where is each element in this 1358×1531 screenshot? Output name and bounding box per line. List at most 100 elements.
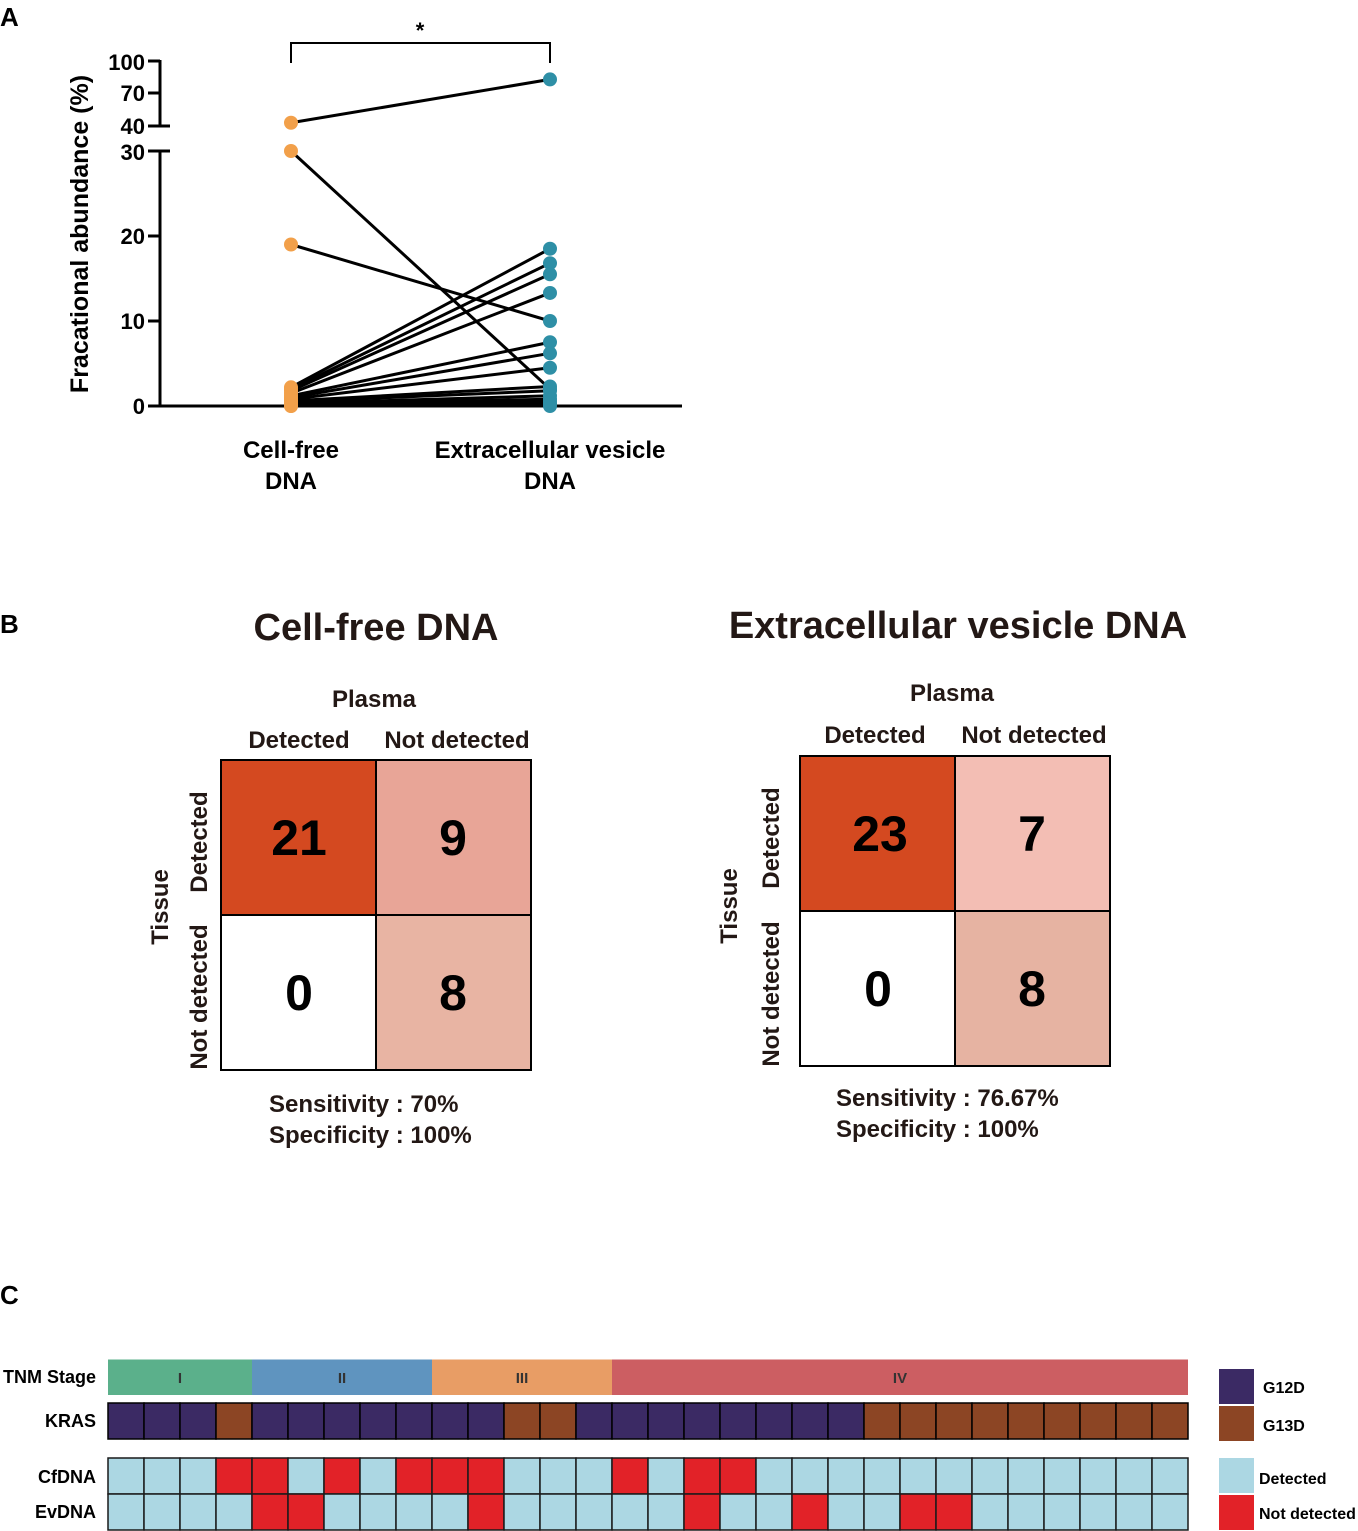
- stage-block-III: [432, 1359, 612, 1395]
- evdna-cell-26: [1043, 1493, 1081, 1531]
- evdna-cell-2: [179, 1493, 217, 1531]
- panel-b-label: B: [0, 609, 19, 639]
- cfdna-cell-7: [359, 1457, 397, 1495]
- row-label-tnm-stage: TNM Stage: [3, 1367, 96, 1387]
- cfdna-cell-2: [179, 1457, 217, 1495]
- kras-cell-9: [431, 1402, 469, 1440]
- pair-line-5: [290, 272, 551, 393]
- row-label-not-detected: Not detected: [186, 924, 213, 1069]
- cell-value: 21: [271, 810, 327, 866]
- kras-cell-25: [1007, 1402, 1045, 1440]
- legend-label-detected: Detected: [1259, 1471, 1327, 1488]
- cfdna-cell-23: [935, 1457, 973, 1495]
- cfdna-point-1: [284, 144, 298, 158]
- evdna-cell-9: [431, 1493, 469, 1531]
- cell-tissue-det-plasma-det: [220, 759, 377, 916]
- kras-cell-8: [395, 1402, 433, 1440]
- cell-value: 9: [439, 810, 467, 866]
- cfdna-cell-27: [1079, 1457, 1117, 1495]
- panel-a-label: A: [0, 2, 19, 32]
- stage-label-II: II: [338, 1370, 346, 1387]
- evdna-cell-15: [647, 1493, 685, 1531]
- x-label-cfdna-line2: DNA: [265, 468, 317, 495]
- significance-marker: *: [416, 18, 425, 43]
- cell-value: 8: [1018, 961, 1046, 1017]
- legend-swatch-not-detected: [1219, 1495, 1254, 1530]
- stage-track: I II III IV: [108, 1358, 1188, 1395]
- cfdna-cell-17: [719, 1457, 757, 1495]
- cell-tissue-not-plasma-det: [220, 914, 377, 1071]
- evdna-cell-3: [215, 1493, 253, 1531]
- cell-tissue-det-plasma-not: [954, 755, 1111, 912]
- evdna-cell-29: [1151, 1493, 1189, 1531]
- pair-line-11: [290, 389, 551, 404]
- cfdna-cell-22: [899, 1457, 937, 1495]
- cell-values: 23 7 0 8: [852, 806, 1046, 1017]
- cfdna-track: [107, 1457, 1189, 1495]
- kras-cell-16: [683, 1402, 721, 1440]
- cfdna-cell-19: [791, 1457, 829, 1495]
- kras-cell-3: [215, 1402, 253, 1440]
- cfdna-cell-14: [611, 1457, 649, 1495]
- kras-track: [107, 1402, 1189, 1440]
- plasma-label: Plasma: [910, 680, 995, 707]
- evdna-cell-27: [1079, 1493, 1117, 1531]
- matrix-title: Extracellular vesicle DNA: [729, 605, 1187, 647]
- cfdna-cell-15: [647, 1457, 685, 1495]
- evdna-point-8: [543, 346, 557, 361]
- stage-label-I: I: [178, 1370, 182, 1387]
- evdna-point-16: [543, 399, 557, 413]
- evdna-cell-16: [683, 1493, 721, 1531]
- x-label-evdna-line2: DNA: [524, 468, 576, 495]
- legend-swatch-g12d: [1219, 1369, 1254, 1404]
- cfdna-cell-5: [287, 1457, 325, 1495]
- legend-swatch-detected: [1219, 1458, 1254, 1493]
- evdna-cell-22: [899, 1493, 937, 1531]
- evdna-cell-18: [755, 1493, 793, 1531]
- kras-cell-23: [935, 1402, 973, 1440]
- kras-cell-29: [1151, 1402, 1189, 1440]
- x-category-labels: Cell-free DNA Extracellular vesicle DNA: [243, 437, 665, 495]
- cell-tissue-not-plasma-not: [375, 914, 532, 1071]
- significance-bracket: [290, 42, 551, 63]
- cfdna-cell-29: [1151, 1457, 1189, 1495]
- data-points: [284, 72, 557, 413]
- x-label-evdna-line1: Extracellular vesicle: [435, 437, 666, 464]
- pair-line-0: [290, 77, 551, 125]
- evdna-point-9: [543, 360, 557, 375]
- row-label-not-detected: Not detected: [758, 921, 785, 1066]
- y-ticks: [148, 59, 170, 408]
- panel-c-label: C: [0, 1280, 19, 1310]
- cfdna-cell-18: [755, 1457, 793, 1495]
- y-tick-label-0: 0: [133, 394, 145, 419]
- evdna-cell-20: [827, 1493, 865, 1531]
- evdna-cell-14: [611, 1493, 649, 1531]
- matrix-title: Cell-free DNA: [254, 607, 499, 649]
- cfdna-cell-16: [683, 1457, 721, 1495]
- kras-cell-19: [791, 1402, 829, 1440]
- kras-cell-2: [179, 1402, 217, 1440]
- evdna-point-2: [543, 314, 557, 328]
- stage-label-IV: IV: [893, 1370, 907, 1387]
- cfdna-point-0: [284, 115, 298, 130]
- cfdna-cell-6: [323, 1457, 361, 1495]
- evdna-cell-7: [359, 1493, 397, 1531]
- row-labels: TNM Stage KRAS CfDNA EvDNA: [3, 1367, 96, 1522]
- col-label-not-detected: Not detected: [384, 727, 529, 754]
- row-label-cfdna: CfDNA: [38, 1467, 96, 1487]
- matrix-evdna: Extracellular vesicle DNA Plasma Detecte…: [716, 605, 1187, 1143]
- cfdna-cell-21: [863, 1457, 901, 1495]
- row-label-detected: Detected: [186, 791, 213, 892]
- cfdna-cell-28: [1115, 1457, 1153, 1495]
- panel-a: A * 0 10 20 30 40 70 100 Fracational: [0, 2, 682, 495]
- specificity-text: Specificity : 100%: [836, 1116, 1039, 1143]
- evdna-cell-11: [503, 1493, 541, 1531]
- y-tick-label-100: 100: [108, 50, 145, 75]
- cfdna-cell-11: [503, 1457, 541, 1495]
- pair-line-9: [290, 366, 551, 401]
- evdna-cell-1: [143, 1493, 181, 1531]
- sensitivity-text: Sensitivity : 70%: [269, 1091, 458, 1118]
- kras-cell-28: [1115, 1402, 1153, 1440]
- evdna-cell-12: [539, 1493, 577, 1531]
- evdna-cell-4: [251, 1493, 289, 1531]
